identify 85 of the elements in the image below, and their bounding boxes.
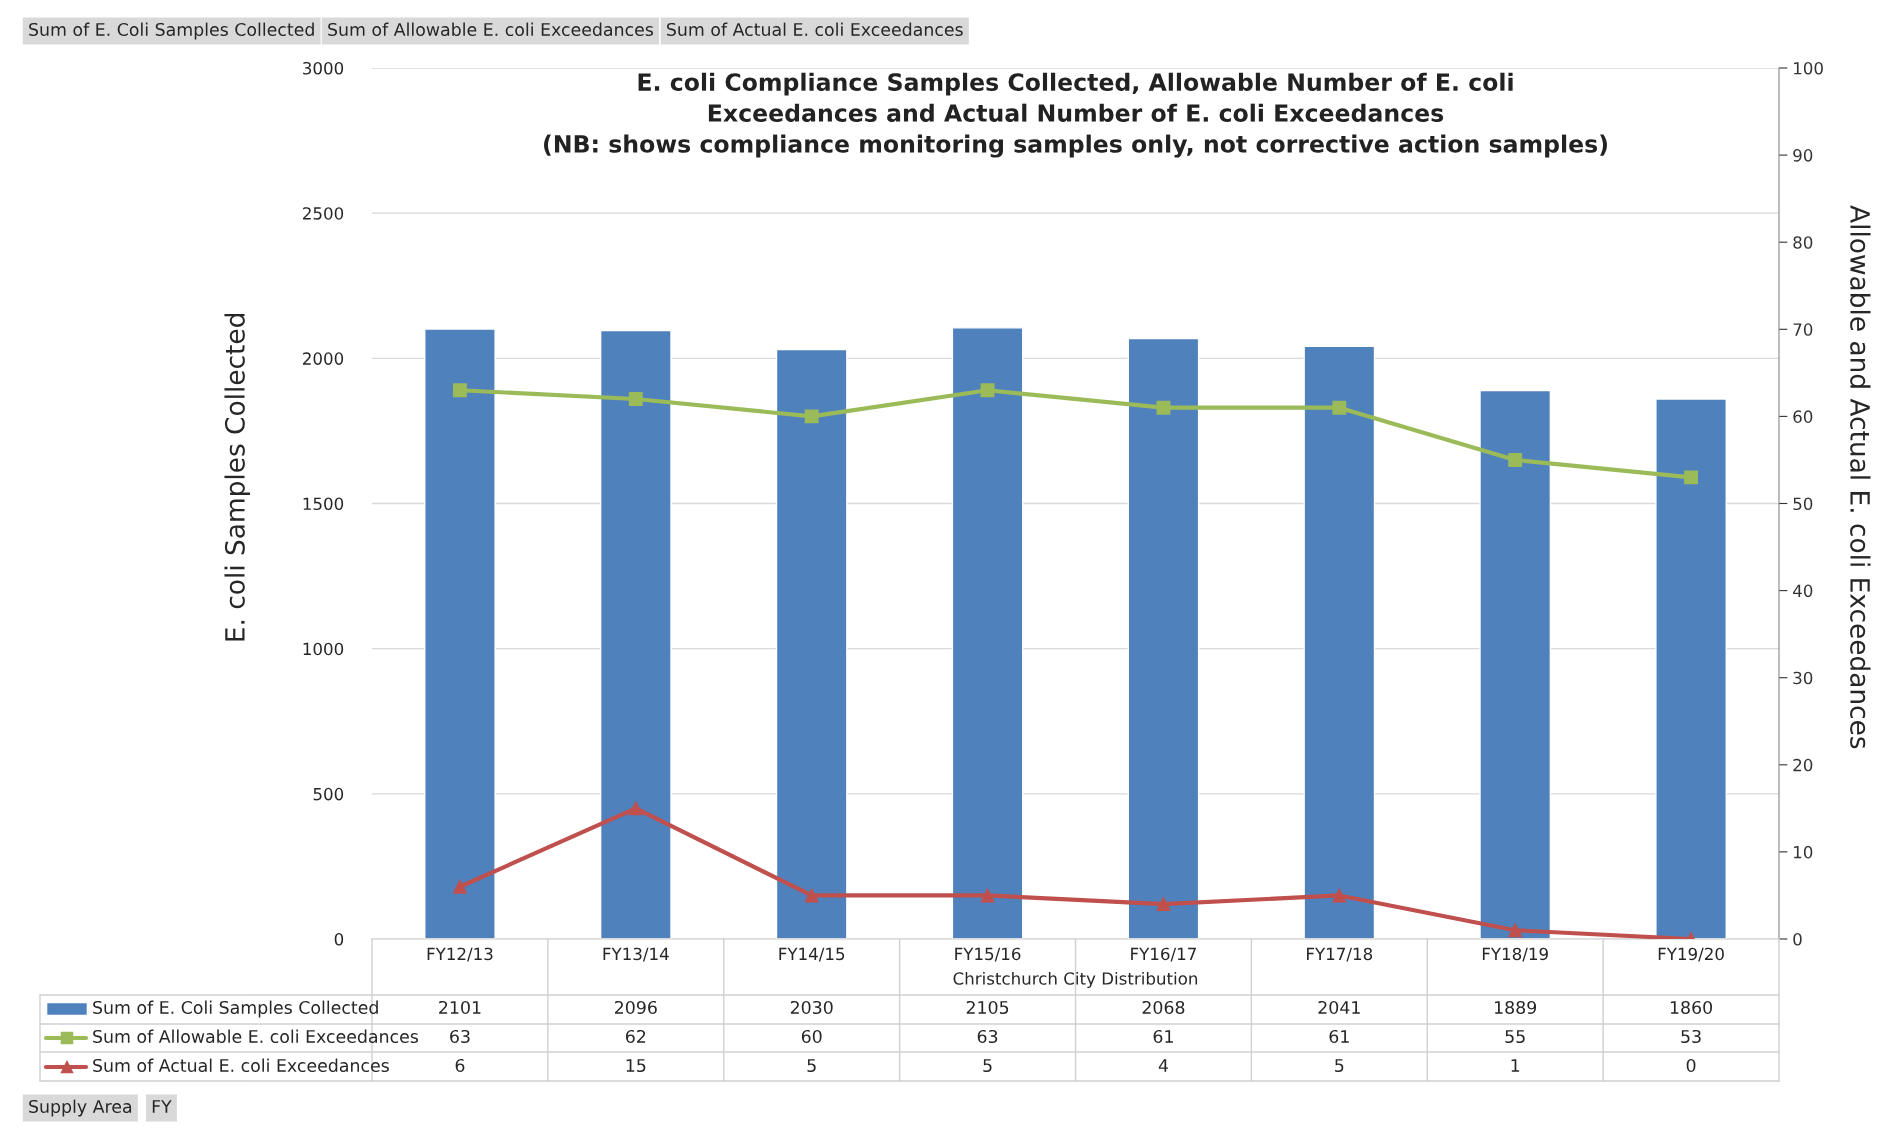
y-tick-label: 1000 [303,642,344,656]
y2-tick-label: 20 [1793,758,1813,772]
data-label: 5 [983,1059,992,1073]
y2-tick-label: 50 [1793,497,1813,511]
y2-tick-label: 40 [1793,584,1813,598]
y2-tick-label: 90 [1793,149,1813,162]
data-label: 5 [807,1059,816,1073]
bar [1303,345,1376,939]
text: FY [152,1100,172,1113]
y2-tick-label: 30 [1793,671,1813,685]
text: Sum of Actual E. coli Exceedances [667,22,963,37]
point [804,409,819,424]
point [452,383,467,398]
data-label: 63 [977,1029,998,1044]
data-label: 2030 [790,1000,833,1015]
data-label: 2096 [614,1000,657,1015]
data-label: 6 [455,1058,465,1073]
data-label: 61 [1153,1029,1173,1044]
y-tick-label: 2500 [303,207,344,220]
x-tick-label: FY13/14 [603,947,669,962]
y2-tick-label: 10 [1794,845,1813,859]
x-tick-label: FY12/13 [427,947,493,962]
y2-tick-label: 80 [1793,236,1813,249]
point [452,879,467,894]
data-label: 2041 [1318,1000,1360,1015]
data-label: 55 [1505,1030,1525,1044]
y-tick-label: 500 [313,787,344,801]
x-axis-title: Christchurch City Distribution [953,971,1198,989]
y2-tick-label: 0 [1793,932,1802,946]
bar [1127,337,1200,939]
data-label: 2101 [439,1000,481,1015]
point [1508,453,1523,467]
text: Sum of Allowable E. coli Exceedances [328,22,654,37]
data-label: 15 [626,1059,646,1073]
point [1156,400,1171,415]
point [1156,897,1171,912]
bar [1479,389,1552,939]
text: Sum of E. Coli Samples Collected [29,22,314,40]
point [1508,923,1523,938]
data-label: 1 [1511,1059,1520,1072]
x-tick-label: FY16/17 [1131,947,1196,962]
y2-tick-label: 60 [1793,410,1813,423]
y-tick-label: 0 [334,932,344,946]
x-tick-label: FY17/18 [1307,947,1373,962]
data-label: 63 [450,1029,470,1044]
legend-label: Sum of Allowable E. coli Exceedances [93,1029,419,1044]
bar [424,328,496,939]
x-tick-label: FY19/20 [1658,947,1724,962]
point [980,888,995,903]
y2-tick-label: 70 [1793,323,1813,336]
x-tick-label: FY18/19 [1482,947,1548,962]
data-label: 2068 [1142,1000,1185,1015]
point [628,801,643,816]
y2-axis-title: Allowable and Actual E. coli Exceedances [1850,205,1871,749]
point [980,383,995,398]
bar [951,327,1024,939]
text: Supply Area [29,1099,132,1117]
point [628,392,643,406]
point [1684,470,1699,485]
y-tick-label: 3000 [303,61,344,75]
bar [775,348,848,939]
data-label: 1889 [1495,1000,1537,1015]
text: E. coli Compliance Samples Collected, Allowable Number of E. coli Exceedances and Actual Number of E. coli Exceedances (NB: shows compliance monitoring samples only, not corrective action samples) [544,72,1607,158]
x-tick-label: FY14/15 [779,947,845,962]
y2-tick-label: 100 [1794,61,1823,75]
y-tick-label: 2000 [303,352,344,365]
data-label: 60 [801,1029,822,1044]
data-label: 5 [1335,1059,1344,1073]
legend-label: Sum of Actual E. coli Exceedances [93,1058,389,1073]
y-tick-label: 1500 [303,497,344,511]
y-axis-title: E. coli Samples Collected [224,314,250,641]
data-label: 1860 [1670,1000,1712,1015]
legend-label: Sum of E. Coli Samples Collected [93,1000,378,1018]
data-label: 61 [1329,1029,1349,1044]
data-label: 62 [625,1029,646,1044]
bar [1655,398,1727,939]
point [1332,400,1347,415]
data-label: 2105 [966,1000,1009,1015]
x-tick-label: FY15/16 [955,947,1021,962]
data-label: 0 [1686,1058,1696,1073]
data-label: 53 [1681,1029,1701,1044]
point [1332,888,1347,903]
point [804,888,819,903]
bar [599,329,672,939]
data-label: 4 [1158,1059,1168,1072]
